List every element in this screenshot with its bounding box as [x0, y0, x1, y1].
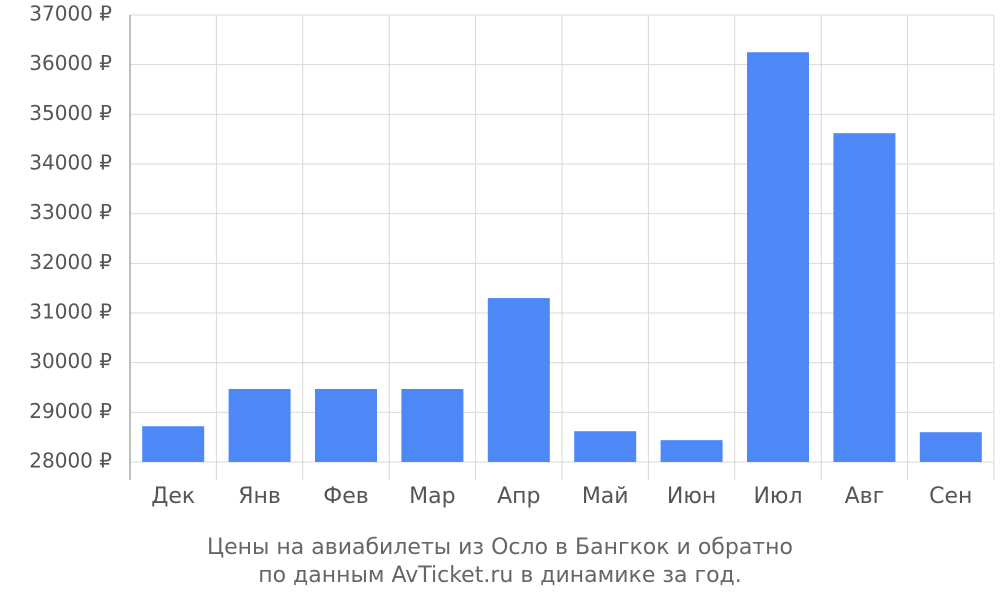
- y-tick-label: 28000 ₽: [29, 449, 112, 473]
- x-tick-label: Мар: [409, 484, 455, 509]
- x-tick-label: Дек: [151, 484, 195, 509]
- chart-title: Цены на авиабилеты из Осло в Бангкок и о…: [207, 535, 793, 560]
- y-tick-label: 30000 ₽: [29, 349, 112, 373]
- bar: [315, 388, 377, 462]
- x-tick-label: Янв: [238, 484, 281, 509]
- y-tick-label: 34000 ₽: [29, 151, 112, 175]
- y-tick-label: 31000 ₽: [29, 300, 112, 324]
- bar: [142, 426, 205, 462]
- x-tick-label: Сен: [929, 484, 972, 509]
- bar: [747, 52, 809, 462]
- bar: [228, 388, 291, 462]
- y-tick-label: 33000 ₽: [29, 200, 112, 224]
- y-tick-label: 37000 ₽: [29, 2, 112, 26]
- x-tick-label: Авг: [845, 484, 885, 509]
- y-tick-label: 36000 ₽: [29, 51, 112, 75]
- bar: [833, 133, 896, 462]
- x-tick-label: Июн: [667, 484, 716, 509]
- x-tick-label: Май: [582, 484, 629, 509]
- chart-title: по данным AvTicket.ru в динамике за год.: [258, 563, 742, 588]
- x-tick-label: Июл: [753, 484, 802, 509]
- bar: [660, 440, 723, 462]
- x-tick-label: Апр: [497, 484, 540, 509]
- bar: [487, 298, 550, 462]
- y-tick-label: 35000 ₽: [29, 101, 112, 125]
- bar: [401, 388, 464, 462]
- x-tick-label: Фев: [323, 484, 368, 509]
- y-tick-label: 29000 ₽: [29, 399, 112, 423]
- y-tick-label: 32000 ₽: [29, 250, 112, 274]
- bar: [919, 432, 982, 462]
- bar: [574, 431, 637, 462]
